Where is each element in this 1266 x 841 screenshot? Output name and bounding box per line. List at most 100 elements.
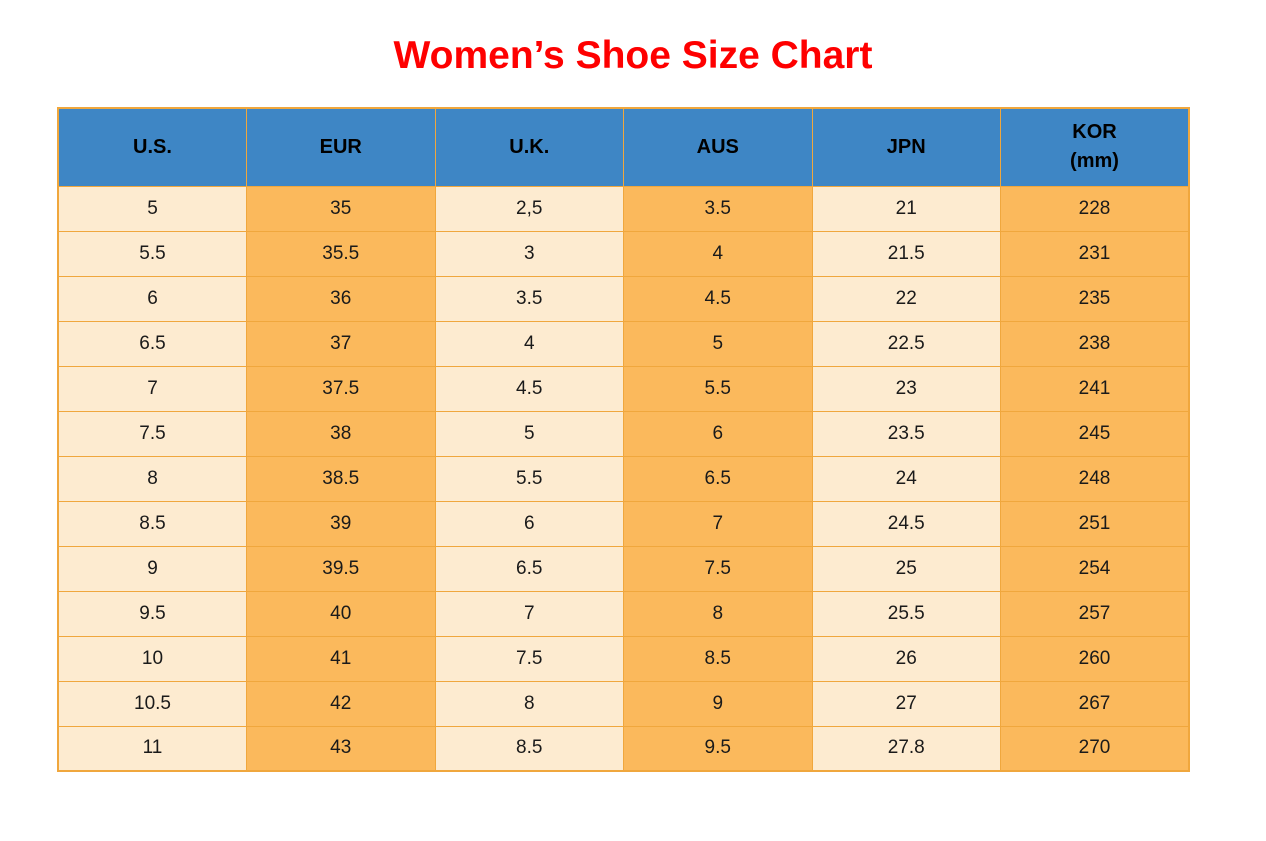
table-cell: 9 [623,680,813,727]
table-cell: 6 [434,500,624,547]
table-cell: 25.5 [811,590,1001,637]
table-cell: 23 [811,365,1001,412]
table-cell: 22.5 [811,320,1001,367]
table-cell: 2,5 [434,185,624,232]
table-cell: 39.5 [246,545,436,592]
table-row: 6.5 37 4 5 22.5 238 [57,320,1190,367]
table-cell: 39 [246,500,436,547]
table-cell: 37.5 [246,365,436,412]
table-cell: 9.5 [57,590,247,637]
table-cell: 8 [57,455,247,502]
table-cell: 5 [434,410,624,457]
table-cell: 228 [1000,185,1190,232]
table-cell: 26 [811,635,1001,682]
shoe-size-table: U.S. EUR U.K. AUS JPN KOR (mm) 5 35 2,5 3.5 21 228 5… [57,107,1190,772]
table-cell: 241 [1000,365,1190,412]
column-header-line: (mm) [1070,150,1119,173]
table-cell: 3.5 [434,275,624,322]
column-header-kor: KOR (mm) [1000,107,1190,187]
table-cell: 245 [1000,410,1190,457]
table-cell: 5 [623,320,813,367]
column-header-line: AUS [696,135,739,158]
table-cell: 8.5 [57,500,247,547]
table-row: 6 36 3.5 4.5 22 235 [57,275,1190,322]
table-cell: 235 [1000,275,1190,322]
column-header-line: KOR [1072,121,1117,144]
table-cell: 21 [811,185,1001,232]
table-cell: 35.5 [246,230,436,277]
table-cell: 11 [57,725,247,772]
table-cell: 40 [246,590,436,637]
table-row: 7 37.5 4.5 5.5 23 241 [57,365,1190,412]
table-cell: 4 [434,320,624,367]
column-header-line: U.K. [509,135,550,158]
header-row: U.S. EUR U.K. AUS JPN KOR (mm) [57,107,1190,187]
table-header: U.S. EUR U.K. AUS JPN KOR (mm) [57,107,1190,187]
column-header-line: JPN [886,135,926,158]
table-cell: 5 [57,185,247,232]
column-header-eur: EUR [246,107,436,187]
table-row: 10 41 7.5 8.5 26 260 [57,635,1190,682]
table-cell: 6 [57,275,247,322]
table-cell: 7.5 [434,635,624,682]
table-cell: 9 [57,545,247,592]
column-header-us: U.S. [57,107,247,187]
table-row: 8.5 39 6 7 24.5 251 [57,500,1190,547]
table-cell: 6 [623,410,813,457]
table-cell: 8.5 [434,725,624,772]
table-cell: 3 [434,230,624,277]
table-cell: 6.5 [623,455,813,502]
table-cell: 27.8 [811,725,1001,772]
table-cell: 254 [1000,545,1190,592]
table-cell: 42 [246,680,436,727]
table-cell: 36 [246,275,436,322]
table-cell: 5.5 [57,230,247,277]
table-cell: 5.5 [434,455,624,502]
table-cell: 251 [1000,500,1190,547]
table-cell: 37 [246,320,436,367]
table-cell: 8 [434,680,624,727]
table-cell: 4 [623,230,813,277]
table-cell: 25 [811,545,1001,592]
table-row: 5.5 35.5 3 4 21.5 231 [57,230,1190,277]
table-cell: 38 [246,410,436,457]
table-cell: 38.5 [246,455,436,502]
table-cell: 24.5 [811,500,1001,547]
column-header-line: U.S. [133,135,172,158]
table-row: 5 35 2,5 3.5 21 228 [57,185,1190,232]
table-cell: 257 [1000,590,1190,637]
table-cell: 24 [811,455,1001,502]
table-cell: 4.5 [623,275,813,322]
table-cell: 231 [1000,230,1190,277]
table-cell: 7 [57,365,247,412]
table-cell: 6.5 [57,320,247,367]
table-row: 9 39.5 6.5 7.5 25 254 [57,545,1190,592]
table-row: 10.5 42 8 9 27 267 [57,680,1190,727]
page-title: Women’s Shoe Size Chart [393,34,873,77]
table-cell: 35 [246,185,436,232]
column-header-uk: U.K. [434,107,624,187]
table-cell: 7 [434,590,624,637]
table-row: 9.5 40 7 8 25.5 257 [57,590,1190,637]
column-header-jpn: JPN [811,107,1001,187]
table-cell: 27 [811,680,1001,727]
table-row: 7.5 38 5 6 23.5 245 [57,410,1190,457]
table-cell: 41 [246,635,436,682]
table-cell: 6.5 [434,545,624,592]
table-cell: 10.5 [57,680,247,727]
table-cell: 260 [1000,635,1190,682]
table-cell: 7.5 [623,545,813,592]
table-cell: 7.5 [57,410,247,457]
table-cell: 23.5 [811,410,1001,457]
table-cell: 8.5 [623,635,813,682]
column-header-line: EUR [319,135,362,158]
table-cell: 3.5 [623,185,813,232]
table-cell: 267 [1000,680,1190,727]
table-cell: 5.5 [623,365,813,412]
table-cell: 22 [811,275,1001,322]
table-cell: 10 [57,635,247,682]
table-cell: 4.5 [434,365,624,412]
table-cell: 43 [246,725,436,772]
table-cell: 9.5 [623,725,813,772]
table-cell: 8 [623,590,813,637]
